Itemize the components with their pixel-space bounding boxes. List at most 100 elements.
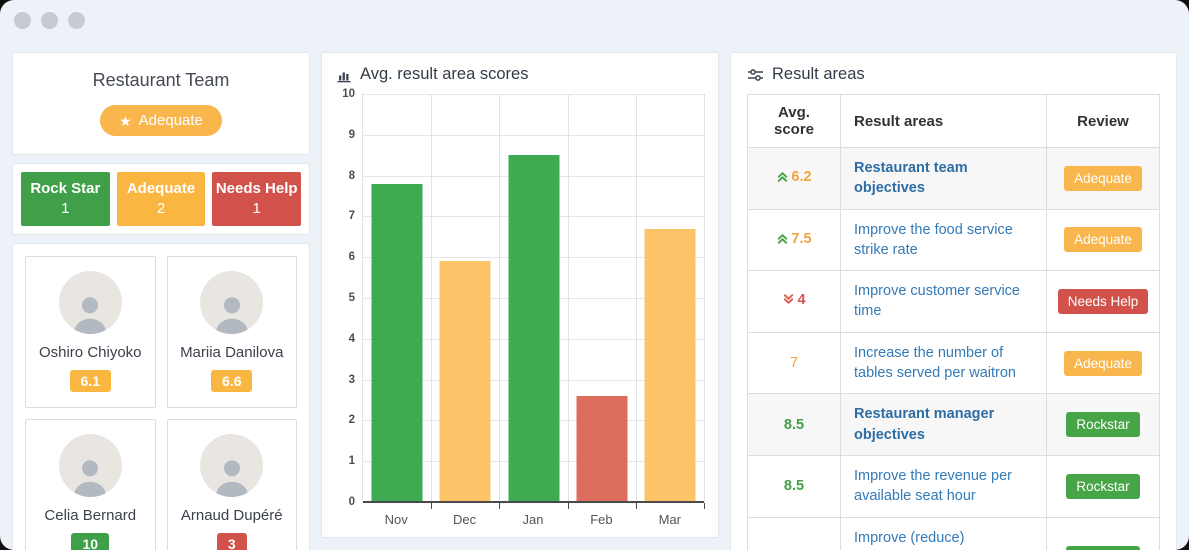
star-icon: ★	[119, 112, 132, 129]
window-titlebar	[0, 0, 1189, 40]
bar-jan	[508, 155, 559, 502]
x-axis-line	[363, 501, 704, 503]
status-box-rock-star: Rock Star 1	[21, 172, 110, 226]
status-box-needs-help: Needs Help 1	[212, 172, 302, 226]
y-tick-label: 8	[348, 169, 355, 182]
team-title: Restaurant Team	[92, 70, 230, 90]
review-status-badge: Rockstar	[1066, 473, 1140, 499]
area-cell: Increase the number of tables served per…	[840, 331, 1047, 395]
window-control-dot[interactable]	[14, 11, 31, 29]
y-tick-label: 1	[348, 455, 355, 468]
score-cell: 6.2	[747, 147, 841, 210]
result-area-link[interactable]: Improve the food service strike rate	[854, 221, 1013, 258]
gridline	[363, 94, 704, 95]
result-areas-panel: Result areas Avg. score Result areas Rev…	[730, 52, 1177, 550]
x-tick-label: Mar	[658, 512, 682, 527]
column-header-review: Review	[1046, 94, 1160, 148]
y-tick-label: 5	[348, 292, 355, 304]
y-tick-label: 9	[348, 128, 355, 141]
member-photo	[58, 433, 122, 497]
y-tick-label: 7	[348, 210, 355, 223]
x-tick-label: Jan	[522, 512, 544, 527]
score-cell: 7.5	[747, 208, 841, 272]
result-area-link[interactable]: Restaurant team objectives	[854, 160, 968, 197]
score-cell: 7	[747, 331, 841, 395]
window-control-dot[interactable]	[41, 11, 58, 29]
review-status-badge: Rockstar	[1066, 545, 1140, 550]
member-name: Arnaud Dupéré	[180, 506, 283, 524]
bar-mar	[644, 228, 696, 502]
team-members-card: Oshiro Chiyoko 6.1 Mariia Danilova 6.6 Celia…	[12, 242, 310, 550]
status-box-count: 1	[61, 200, 70, 217]
team-summary-card: Restaurant Team ★ Adequate	[12, 52, 310, 155]
bar-feb	[576, 395, 628, 502]
avg-score-value: 6.2	[791, 169, 812, 186]
chart-y-axis: 0 1 2 3 4 5 6 7 8 9 10	[336, 88, 362, 508]
gridline	[431, 94, 433, 502]
review-cell: Adequate	[1046, 331, 1160, 395]
area-cell: Improve the food service strike rate	[840, 208, 1047, 272]
review-status-badge: Adequate	[1064, 165, 1142, 191]
area-cell: Improve (reduce) complaints per restaura…	[840, 516, 1047, 550]
avg-scores-chart-panel: Avg. result area scores 0 1 2 3 4 5 6 7 8 9 10 Nov…	[321, 52, 719, 538]
y-tick-label: 4	[348, 332, 355, 345]
gridline	[567, 94, 569, 502]
member-card[interactable]: Mariia Danilova 6.6	[166, 255, 297, 408]
member-photo	[58, 270, 122, 334]
score-cell: 8.5	[747, 454, 841, 518]
member-photo	[200, 270, 264, 334]
avg-score-value: 7	[789, 355, 799, 372]
chart-panel-header: Avg. result area scores	[336, 65, 704, 84]
review-status-badge: Adequate	[1064, 350, 1142, 376]
chart-plot-area	[362, 94, 705, 509]
member-score-badge: 6.6	[211, 369, 253, 392]
column-header-result-areas: Result areas	[840, 94, 1047, 148]
y-tick-label: 0	[348, 496, 355, 508]
team-overall-rating-label: Adequate	[138, 112, 203, 129]
status-box-count: 1	[252, 200, 261, 217]
result-area-link[interactable]: Improve (reduce) complaints per restaura…	[854, 529, 1018, 550]
x-tick	[635, 503, 637, 509]
score-cell: 8.5	[747, 393, 841, 456]
member-card[interactable]: Celia Bernard 10	[25, 418, 156, 550]
x-tick	[499, 503, 501, 509]
member-score-badge: 6.1	[69, 369, 111, 392]
review-status-badge: Rockstar	[1066, 412, 1140, 438]
result-area-link[interactable]: Restaurant manager objectives	[854, 406, 995, 443]
trend-up-icon	[776, 232, 789, 249]
member-score-badge: 10	[71, 532, 110, 550]
member-card[interactable]: Oshiro Chiyoko 6.1	[25, 255, 156, 408]
area-cell: Restaurant manager objectives	[840, 393, 1047, 456]
y-tick-label: 3	[348, 373, 355, 386]
result-area-link[interactable]: Improve customer service time	[854, 283, 1020, 320]
x-tick-label: Nov	[384, 512, 408, 527]
area-cell: Restaurant team objectives	[840, 147, 1047, 210]
result-area-link[interactable]: Increase the number of tables served per…	[854, 344, 1016, 382]
bar-nov	[371, 183, 423, 502]
review-cell: Rockstar	[1046, 393, 1160, 456]
result-areas-table: Avg. score Result areas Review 6.2 Restau…	[747, 94, 1160, 550]
member-name: Mariia Danilova	[180, 343, 284, 361]
bar-dec	[439, 261, 491, 502]
member-name: Oshiro Chiyoko	[38, 343, 142, 361]
y-tick-label: 10	[342, 88, 355, 100]
table-row: 6.2 Restaurant team objectives Adequate	[747, 147, 1160, 210]
table-row: 8.5 Improve the revenue per available sea…	[747, 454, 1160, 518]
column-header-avg-score: Avg. score	[747, 94, 841, 148]
table-row: 7 Increase the number of tables served pe…	[747, 331, 1160, 395]
bar-chart-icon	[336, 67, 352, 83]
x-tick-label: Dec	[453, 512, 477, 527]
gridline	[635, 94, 637, 502]
status-box-label: Rock Star	[30, 180, 101, 197]
y-tick-label: 6	[348, 251, 355, 264]
table-row: 8.5 Improve (reduce) complaints per resta…	[747, 516, 1160, 550]
status-summary-card: Rock Star 1 Adequate 2 Needs Help 1	[12, 163, 310, 235]
window-control-dot[interactable]	[68, 11, 85, 29]
member-card[interactable]: Arnaud Dupéré 3	[166, 418, 297, 550]
table-row: 8.5 Restaurant manager objectives Rockstar	[747, 393, 1160, 456]
result-area-link[interactable]: Improve the revenue per available seat h…	[854, 467, 1012, 505]
avg-score-value: 4	[797, 292, 806, 309]
table-header-row: Avg. score Result areas Review	[747, 94, 1160, 148]
table-row: 4 Improve customer service time Needs Help	[747, 270, 1160, 333]
